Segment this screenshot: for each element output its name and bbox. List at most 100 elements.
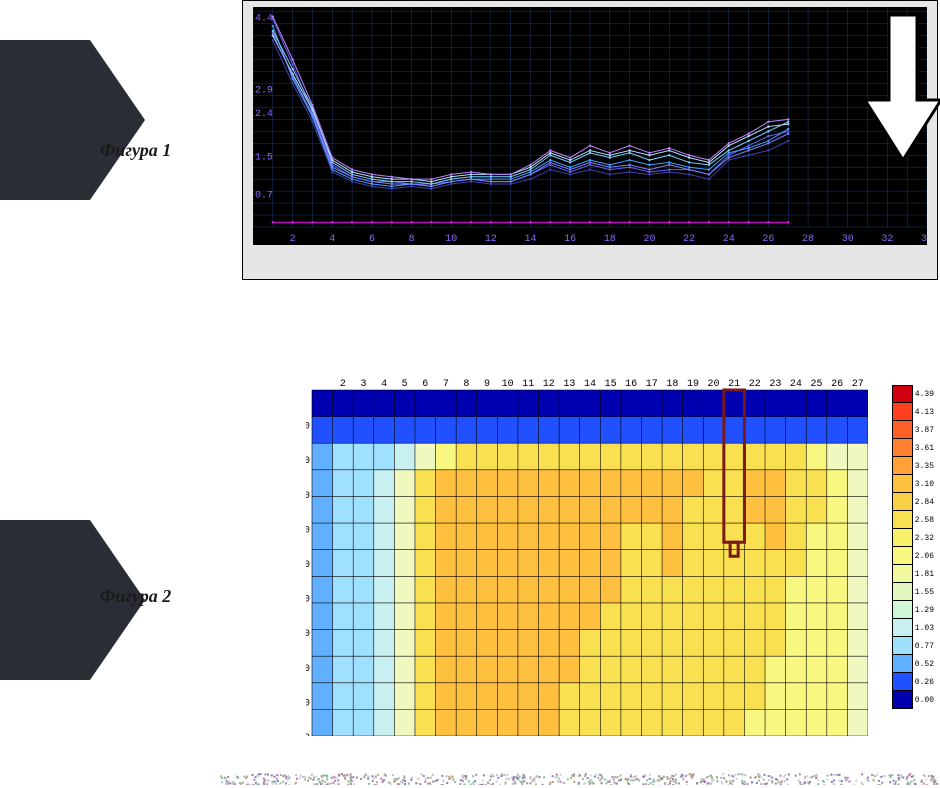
svg-text:-30: -30 [306,491,310,502]
legend-row: 3.10 [892,475,934,493]
noise-strip-svg [220,773,938,785]
legend-value: 1.03 [915,624,934,633]
page: Фигура 1 Фигура 2 2468101214161820222426… [0,0,940,788]
svg-text:4.4: 4.4 [255,13,273,24]
svg-text:12: 12 [543,379,555,390]
chart-1-plot: 2468101214161820222426283032340.71.52.42… [253,7,927,245]
legend-value: 0.52 [915,660,934,669]
svg-text:20: 20 [643,233,655,244]
svg-text:11: 11 [522,379,534,390]
svg-text:10: 10 [502,379,514,390]
legend-row: 3.35 [892,457,934,475]
legend-value: 0.00 [915,696,934,705]
svg-text:16: 16 [625,379,637,390]
legend-swatch [892,457,913,475]
svg-text:15: 15 [605,379,617,390]
legend-value: 1.29 [915,606,934,615]
svg-text:4: 4 [381,379,387,390]
svg-text:1.5: 1.5 [255,151,273,162]
noise-strip [220,772,938,784]
svg-text:-100: -100 [306,733,310,736]
legend-swatch [892,529,913,547]
svg-text:2.9: 2.9 [255,84,273,95]
legend-row: 2.58 [892,511,934,529]
svg-text:24: 24 [723,233,735,244]
legend-swatch [892,565,913,583]
svg-text:26: 26 [762,233,774,244]
legend-value: 3.10 [915,480,934,489]
legend-row: 2.32 [892,529,934,547]
svg-text:20: 20 [708,379,720,390]
svg-text:-80: -80 [306,664,310,675]
legend-value: 4.39 [915,390,934,399]
svg-text:32: 32 [881,233,893,244]
svg-text:2: 2 [340,379,346,390]
legend-value: 1.81 [915,570,934,579]
legend-row: 1.29 [892,601,934,619]
legend-row: 4.39 [892,385,934,403]
legend-swatch [892,547,913,565]
legend-swatch [892,493,913,511]
svg-text:18: 18 [666,379,678,390]
svg-text:14: 14 [525,233,537,244]
figure-1-label: Фигура 1 [100,140,171,161]
chart-2-plot: 2345678910111213141516171819202122232425… [306,374,868,736]
svg-text:4: 4 [329,233,335,244]
svg-text:16: 16 [564,233,576,244]
legend-swatch [892,385,913,403]
svg-text:25: 25 [811,379,823,390]
legend-value: 3.61 [915,444,934,453]
legend-row: 0.00 [892,691,934,709]
chart-2-svg: 2345678910111213141516171819202122232425… [306,374,868,736]
svg-text:9: 9 [484,379,490,390]
legend-row: 3.61 [892,439,934,457]
svg-text:2: 2 [290,233,296,244]
legend-swatch [892,511,913,529]
svg-text:8: 8 [463,379,469,390]
svg-text:14: 14 [584,379,596,390]
heatmap-legend: 4.39 4.133.87 3.61 3.35 3.10 2.84 2.58 2.32 2.06… [892,385,934,709]
legend-swatch [892,439,913,457]
svg-text:5: 5 [402,379,408,390]
svg-text:28: 28 [802,233,814,244]
svg-text:8: 8 [409,233,415,244]
chart-1: 2468101214161820222426283032340.71.52.42… [242,0,938,280]
legend-swatch [892,673,913,691]
legend-row: 0.77 [892,637,934,655]
svg-text:24: 24 [790,379,802,390]
svg-text:17: 17 [646,379,658,390]
legend-row: 4.13 [892,403,934,421]
chart-1-svg: 2468101214161820222426283032340.71.52.42… [253,7,927,245]
svg-text:6: 6 [422,379,428,390]
legend-value: 0.26 [915,678,934,687]
svg-text:6: 6 [369,233,375,244]
legend-swatch [892,655,913,673]
svg-text:-50: -50 [306,560,310,571]
svg-text:22: 22 [683,233,695,244]
svg-text:-40: -40 [306,525,310,536]
figure-2-label: Фигура 2 [100,586,171,607]
svg-text:0.7: 0.7 [255,190,273,201]
svg-text:22: 22 [749,379,761,390]
decor-arrow-1 [0,40,90,200]
svg-text:26: 26 [831,379,843,390]
legend-swatch [892,601,913,619]
legend-value: 2.32 [915,534,934,543]
legend-value: 2.06 [915,552,934,561]
legend-row: 3.87 [892,421,934,439]
svg-text:-90: -90 [306,698,310,709]
svg-text:-60: -60 [306,595,310,606]
decor-arrow-2 [0,520,90,680]
legend-row: 2.84 [892,493,934,511]
legend-value: 2.84 [915,498,934,507]
legend-row: 2.06 [892,547,934,565]
svg-text:10: 10 [445,233,457,244]
svg-text:13: 13 [563,379,575,390]
legend-value: 1.55 [915,588,934,597]
legend-value: 0.77 [915,642,934,651]
svg-text:23: 23 [769,379,781,390]
svg-text:3: 3 [360,379,366,390]
legend-value: 3.35 [915,462,934,471]
legend-swatch [892,691,913,709]
legend-row: 1.55 [892,583,934,601]
